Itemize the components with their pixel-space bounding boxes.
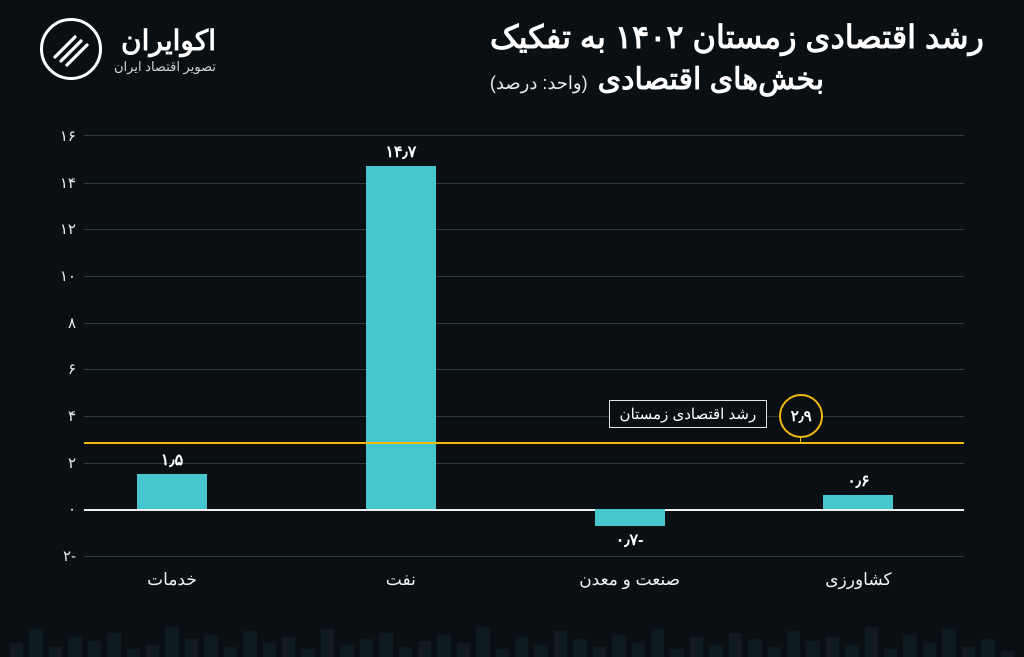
y-tick-label: ۴ (68, 407, 76, 425)
y-tick-label: ۲ (68, 454, 76, 472)
zero-baseline (84, 509, 964, 511)
x-category-label: صنعت و معدن (579, 570, 680, 590)
header: رشد اقتصادی زمستان ۱۴۰۲ به تفکیک بخش‌های… (40, 18, 984, 97)
gridline (84, 229, 964, 230)
average-label-box: رشد اقتصادی زمستان (609, 400, 768, 428)
bar-value-label: ۰٫۶ (823, 471, 893, 491)
bar-agri: ۰٫۶ (823, 495, 893, 509)
brand-name: اکوایران (114, 24, 216, 57)
y-tick-label: -۲ (63, 547, 76, 565)
bar-oil: ۱۴٫۷ (366, 166, 436, 509)
gridline (84, 323, 964, 324)
titles: رشد اقتصادی زمستان ۱۴۰۲ به تفکیک بخش‌های… (490, 18, 984, 97)
x-category-label: نفت (386, 570, 416, 590)
bar-value-label: ۱۴٫۷ (366, 142, 436, 162)
y-tick-label: ۸ (68, 314, 76, 332)
average-connector (800, 436, 801, 442)
chart-unit: (واحد: درصد) (490, 73, 588, 94)
bar-industry: -۰٫۷ (595, 509, 665, 525)
bar-value-label: -۰٫۷ (595, 530, 665, 550)
y-tick-label: ۱۶ (60, 127, 76, 145)
average-value-badge: ۲٫۹ (779, 394, 823, 438)
gridline (84, 463, 964, 464)
x-category-label: کشاورزی (825, 570, 891, 590)
y-tick-label: ۱۲ (60, 220, 76, 238)
y-tick-label: ۱۰ (60, 267, 76, 285)
chart-title-line1: رشد اقتصادی زمستان ۱۴۰۲ به تفکیک (490, 18, 984, 56)
gridline (84, 369, 964, 370)
bar-services: ۱٫۵ (137, 474, 207, 509)
chart-title-line2: بخش‌های اقتصادی (598, 62, 824, 97)
x-category-label: خدمات (147, 570, 197, 590)
gridline (84, 183, 964, 184)
y-tick-label: ۶ (68, 360, 76, 378)
brand-logo: اکوایران تصویر اقتصاد ایران (40, 18, 216, 80)
gridline (84, 416, 964, 417)
plot-area: -۲۰۲۴۶۸۱۰۱۲۱۴۱۶۰٫۶کشاورزی-۰٫۷صنعت و معدن… (84, 135, 964, 557)
background-decoration (0, 617, 1024, 657)
bar-value-label: ۱٫۵ (137, 450, 207, 470)
brand-tagline: تصویر اقتصاد ایران (114, 59, 216, 75)
y-tick-label: ۱۴ (60, 174, 76, 192)
y-tick-label: ۰ (68, 500, 76, 518)
brand-mark-icon (40, 18, 102, 80)
gridline (84, 276, 964, 277)
average-line (84, 442, 964, 444)
chart: -۲۰۲۴۶۸۱۰۱۲۱۴۱۶۰٫۶کشاورزی-۰٫۷صنعت و معدن… (50, 135, 964, 597)
